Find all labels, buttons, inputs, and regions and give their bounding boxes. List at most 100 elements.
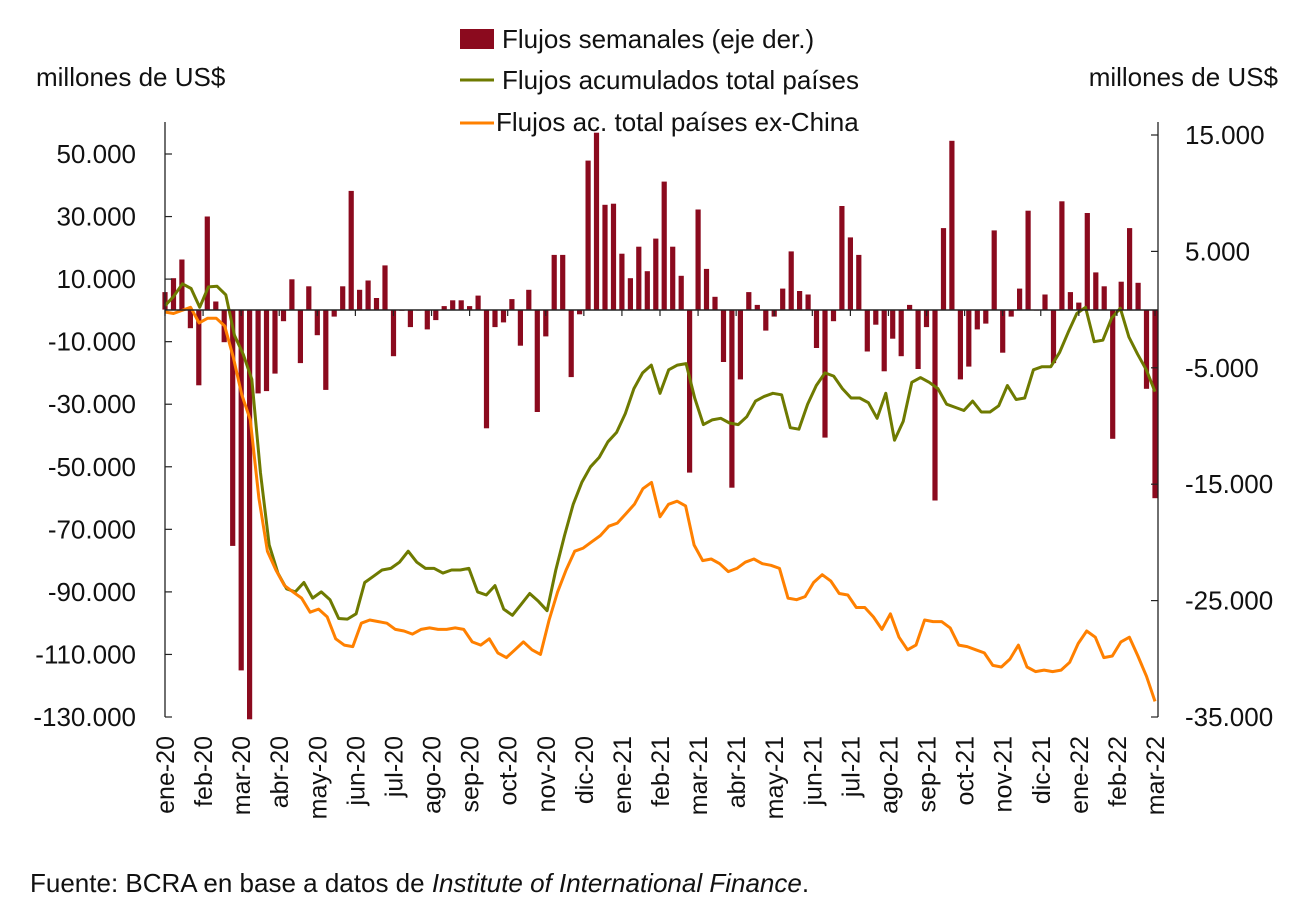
bar-weekly-flow — [543, 309, 549, 337]
bar-weekly-flow — [610, 203, 617, 310]
bar-weekly-flow — [957, 309, 963, 380]
bar-weekly-flow — [1135, 282, 1141, 310]
bar-weekly-flow — [864, 309, 870, 352]
bar-weekly-flow — [830, 309, 837, 322]
bar-weekly-flow — [695, 209, 701, 310]
x-tick-label: mar-21 — [685, 736, 713, 815]
x-tick-label: may-20 — [304, 736, 332, 819]
bar-weekly-flow — [526, 289, 532, 310]
legend-swatch-weekly — [460, 29, 494, 49]
bar-weekly-flow — [551, 254, 557, 310]
bar-weekly-flow — [991, 230, 997, 310]
left-tick-label: 30.000 — [56, 202, 136, 232]
bar-weekly-flow — [788, 251, 794, 310]
bar-weekly-flow — [627, 278, 633, 310]
right-tick-label: -35.000 — [1185, 702, 1273, 732]
bar-weekly-flow — [263, 309, 270, 392]
bar-weekly-flow — [441, 306, 447, 310]
bar-weekly-flow — [1025, 210, 1031, 310]
bar-weekly-flow — [213, 301, 219, 310]
x-tick-label: jun-21 — [799, 736, 827, 807]
bar-weekly-flow — [1076, 302, 1082, 310]
bar-weekly-flow — [187, 309, 193, 329]
bar-weekly-flow — [983, 309, 989, 324]
bar-weekly-flow — [1110, 309, 1116, 439]
bar-weekly-flow — [703, 268, 710, 310]
bar-weekly-flow — [966, 309, 972, 367]
bar-weekly-flow — [1059, 201, 1065, 310]
bar-weekly-flow — [847, 237, 853, 310]
bar-weekly-flow — [678, 275, 684, 310]
bar-weekly-flow — [746, 292, 752, 310]
bar-weekly-flow — [1008, 309, 1014, 317]
x-tick-label: ene-21 — [609, 736, 637, 814]
bar-weekly-flow — [1000, 309, 1006, 353]
left-axis-unit-label: millones de US$ — [36, 62, 226, 92]
bar-weekly-flow — [306, 286, 312, 310]
bar-weekly-flow — [737, 309, 743, 380]
bar-weekly-flow — [890, 309, 896, 339]
bar-weekly-flow — [1067, 292, 1073, 310]
bar-weekly-flow — [881, 309, 887, 372]
bar-weekly-flow — [661, 181, 667, 310]
bar-weekly-flow — [170, 278, 177, 310]
x-tick-label: dic-20 — [571, 736, 599, 804]
x-tick-label: may-21 — [761, 736, 789, 819]
source-footer: Fuente: BCRA en base a datos de Institut… — [30, 868, 809, 899]
bar-weekly-flow — [1143, 309, 1150, 389]
left-tick-label: 50.000 — [56, 139, 136, 169]
bar-weekly-flow — [729, 309, 735, 488]
bar-weekly-flow — [458, 300, 464, 310]
bar-weekly-flow — [653, 238, 659, 310]
left-tick-label: -50.000 — [48, 452, 136, 482]
bar-weekly-flow — [644, 271, 650, 310]
legend-label-weekly: Flujos semanales (eje der.) — [502, 24, 814, 54]
left-tick-label: -90.000 — [48, 577, 136, 607]
right-tick-label: 15.000 — [1185, 120, 1265, 150]
bar-weekly-flow — [289, 279, 295, 310]
bar-weekly-flow — [255, 309, 261, 394]
legend-label-total: Flujos acumulados total países — [502, 65, 859, 95]
bar-weekly-flow — [1017, 288, 1023, 310]
left-tick-label: 10.000 — [56, 264, 136, 294]
bar-weekly-flow — [1050, 309, 1057, 364]
x-tick-label: feb-20 — [190, 736, 218, 807]
bar-weekly-flow — [585, 160, 591, 310]
bar-weekly-flow — [1093, 272, 1099, 310]
line-ex-china — [164, 305, 1157, 702]
x-tick-label: jul-20 — [380, 736, 408, 798]
right-axis-unit-label: millones de US$ — [1089, 62, 1279, 92]
x-tick-label: mar-20 — [228, 736, 256, 815]
bar-weekly-flow — [856, 254, 862, 310]
x-tick-label: ene-20 — [152, 736, 180, 814]
x-tick-label: dic-21 — [1028, 736, 1056, 804]
bar-weekly-flow — [272, 309, 278, 374]
bar-weekly-flow — [1101, 286, 1107, 310]
bar-weekly-flow — [517, 309, 523, 346]
x-tick-label: ago-20 — [419, 736, 447, 814]
legend-label-exchina: Flujos ac. total países ex-China — [496, 107, 859, 137]
bar-weekly-flow — [932, 309, 938, 501]
x-tick-label: feb-22 — [1104, 736, 1132, 807]
bar-weekly-flow — [450, 300, 456, 310]
x-tick-label: nov-21 — [990, 736, 1018, 812]
bar-weekly-flow — [873, 309, 879, 325]
x-tick-label: sep-21 — [914, 736, 942, 812]
left-tick-label: -10.000 — [48, 327, 136, 357]
x-tick-label: ago-21 — [875, 736, 903, 814]
bar-weekly-flow — [390, 309, 397, 357]
bar-weekly-flow — [940, 228, 947, 310]
bar-weekly-flow — [475, 295, 481, 310]
x-tick-label: mar-22 — [1142, 736, 1170, 815]
bar-weekly-flow — [204, 216, 210, 310]
bar-weekly-flow — [1127, 228, 1133, 310]
x-tick-label: oct-21 — [952, 736, 980, 805]
bar-weekly-flow — [483, 309, 490, 429]
bar-weekly-flow — [348, 190, 354, 310]
right-tick-label: 5.000 — [1185, 236, 1250, 266]
bar-weekly-flow — [619, 253, 625, 310]
x-tick-label: sep-20 — [457, 736, 485, 812]
line-total-paises — [163, 282, 1157, 621]
right-tick-label: -5.000 — [1185, 353, 1259, 383]
footer-suffix: . — [801, 868, 810, 898]
